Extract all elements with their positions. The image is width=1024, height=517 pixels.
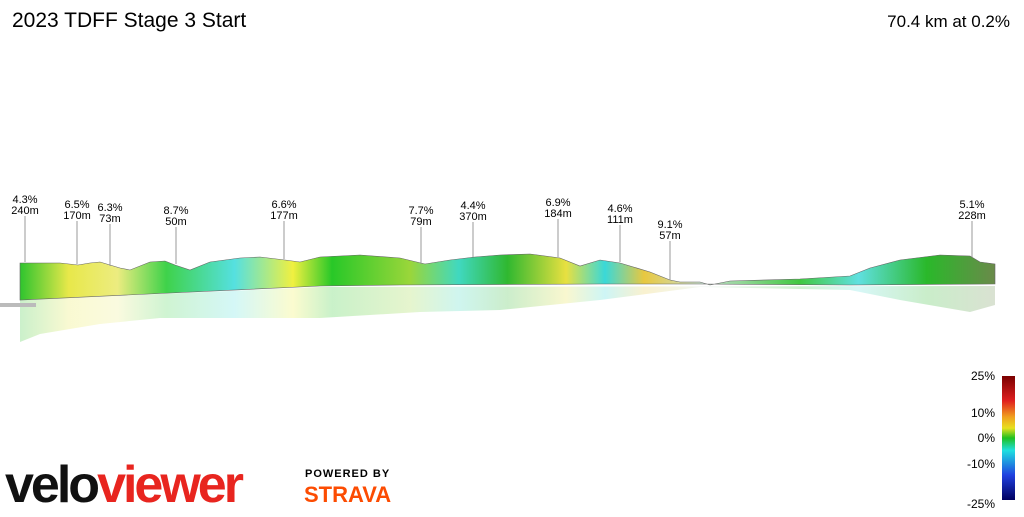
profile [0, 253, 996, 342]
climb-annotations: 4.3%240m 6.5%170m 6.3%73m 8.7%50m 6.6%177m 7.… [11, 194, 986, 280]
start-marker [0, 303, 36, 307]
climb-grade: 8.7% [163, 205, 188, 217]
strava: STRAVA [304, 482, 391, 507]
profile-reflection [20, 286, 995, 342]
logo-velo: velo [5, 456, 98, 512]
logo: veloviewer [5, 456, 244, 512]
climb-grade: 7.7% [408, 205, 433, 217]
legend-label: 0% [978, 431, 996, 445]
logo-viewer: viewer [97, 456, 244, 512]
powered-by: POWERED BY [305, 468, 390, 480]
climb-length: 370m [459, 211, 487, 223]
legend-label: 25% [971, 369, 995, 383]
climb-grade: 4.3% [12, 194, 37, 206]
climb-length: 240m [11, 205, 39, 217]
climb-length: 170m [63, 210, 91, 222]
summary: 70.4 km at 0.2% [887, 12, 1010, 31]
legend-label: -25% [967, 497, 995, 511]
climb-grade: 4.6% [607, 203, 632, 215]
legend-label: 10% [971, 406, 995, 420]
climb-grade: 5.1% [959, 199, 984, 211]
climb-grade: 6.3% [97, 202, 122, 214]
grade-legend: 25% 10% 0% -10% -25% [967, 369, 995, 511]
profile-surface [19, 253, 996, 301]
climb-grade: 6.6% [271, 199, 296, 211]
climb-grade: 6.9% [545, 197, 570, 209]
climb-length: 184m [544, 208, 572, 220]
climb-length: 50m [165, 216, 186, 228]
climb-grade: 9.1% [657, 219, 682, 231]
legend-label: -10% [967, 457, 995, 471]
climb-length: 57m [659, 230, 680, 242]
climb-length: 79m [410, 216, 431, 228]
grade-scale [1002, 376, 1015, 500]
climb-grade: 4.4% [460, 200, 485, 212]
climb-length: 73m [99, 213, 120, 225]
climb-length: 177m [270, 210, 298, 222]
title: 2023 TDFF Stage 3 Start [12, 9, 246, 32]
climb-length: 111m [607, 214, 633, 226]
climb-grade: 6.5% [64, 199, 89, 211]
climb-length: 228m [958, 210, 986, 222]
